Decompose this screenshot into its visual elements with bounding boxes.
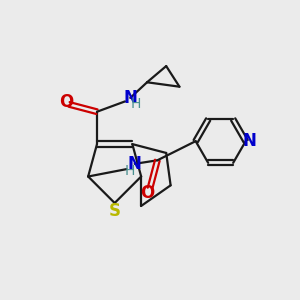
Text: N: N bbox=[242, 132, 256, 150]
Text: H: H bbox=[131, 98, 141, 111]
Text: O: O bbox=[59, 93, 74, 111]
Text: N: N bbox=[128, 155, 142, 173]
Text: S: S bbox=[109, 202, 121, 220]
Text: O: O bbox=[140, 184, 155, 202]
Text: H: H bbox=[125, 164, 135, 178]
Text: N: N bbox=[123, 89, 137, 107]
